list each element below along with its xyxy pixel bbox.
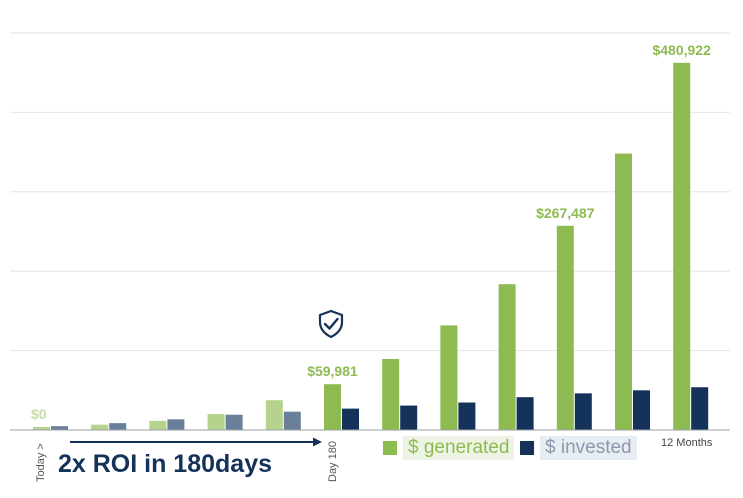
- data-label: $0: [31, 406, 47, 422]
- bar-invested: [283, 411, 301, 430]
- x-tick-day-180: Day 180: [327, 441, 339, 482]
- legend-item-invested: $ invested: [520, 435, 637, 461]
- data-label-group: $0 $59,981 $267,487 $480,922: [31, 42, 711, 422]
- bar-generated: [498, 284, 516, 430]
- bar-generated: [556, 225, 574, 430]
- bar-generated: [324, 384, 341, 430]
- shield-check-icon: [318, 309, 344, 339]
- legend-swatch-generated: [383, 441, 397, 455]
- bar-generated: [265, 400, 283, 430]
- bar-invested: [516, 397, 534, 430]
- bar-invested: [633, 390, 650, 430]
- x-tick-12-months: 12 Months: [661, 437, 713, 449]
- legend-swatch-invested: [520, 441, 534, 455]
- legend-label-invested: $ invested: [540, 436, 637, 460]
- legend-item-generated: $ generated: [383, 435, 515, 461]
- bar-invested: [109, 423, 127, 430]
- bar-invested: [342, 408, 359, 430]
- bar-generated: [33, 427, 50, 430]
- bar-group: [33, 62, 709, 431]
- x-tick-today: Today >: [35, 443, 47, 482]
- bar-invested: [51, 426, 68, 430]
- gridlines: [10, 32, 730, 352]
- bar-generated: [440, 325, 458, 430]
- bar-invested: [225, 414, 243, 430]
- bar-generated: [207, 413, 225, 430]
- bar-invested: [574, 393, 592, 430]
- roi-annotation: 2x ROI in 180days: [58, 450, 273, 478]
- bar-generated: [615, 153, 632, 430]
- data-label: $267,487: [536, 205, 595, 221]
- roi-arrow: [70, 437, 322, 447]
- bar-generated: [149, 420, 167, 430]
- bar-generated: [673, 62, 691, 431]
- legend-label-generated: $ generated: [403, 436, 515, 460]
- data-label: $480,922: [652, 42, 711, 58]
- bar-invested: [691, 387, 709, 430]
- data-label: $59,981: [307, 363, 358, 379]
- bar-invested: [458, 402, 476, 430]
- bar-generated: [382, 358, 400, 430]
- bar-invested: [167, 419, 185, 430]
- bar-invested: [400, 405, 418, 430]
- bar-generated: [91, 424, 109, 430]
